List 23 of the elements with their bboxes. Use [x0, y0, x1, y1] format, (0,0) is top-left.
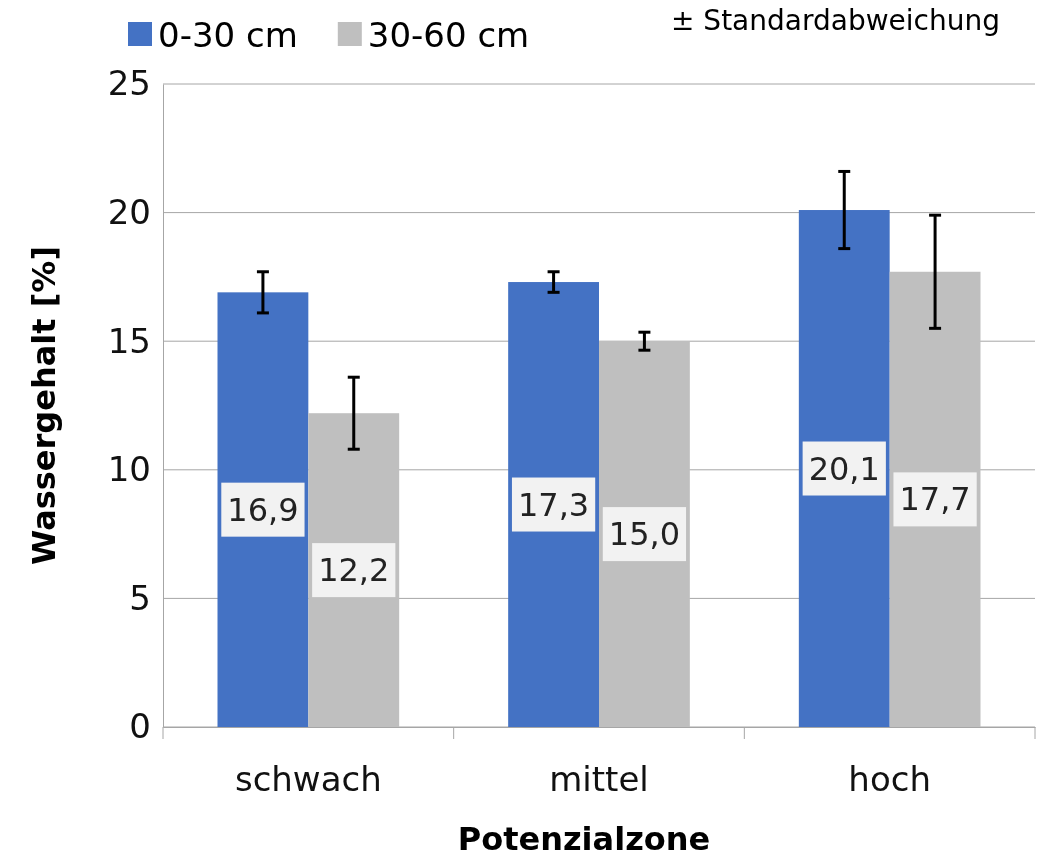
- data-label: 16,9: [227, 490, 299, 529]
- data-label: 15,0: [608, 515, 681, 554]
- bar: [889, 271, 981, 727]
- data-label: 12,2: [318, 551, 390, 590]
- bar: [798, 210, 890, 727]
- data-label: 17,3: [517, 485, 590, 524]
- y-tick-label: 10: [107, 449, 151, 490]
- y-tick-label: 25: [107, 63, 151, 104]
- data-label: 20,1: [808, 449, 880, 488]
- legend-label: 30-60 cm: [367, 15, 530, 55]
- text: ± Standardabweichung: [671, 3, 1000, 37]
- data-label: 17,7: [899, 480, 971, 519]
- y-tick-label: 15: [107, 320, 151, 361]
- x-axis-title: Potenzialzone: [457, 820, 711, 858]
- bar: [508, 282, 599, 727]
- x-tick-label: schwach: [234, 759, 382, 800]
- y-tick-label: 5: [129, 577, 151, 618]
- y-tick-label: 0: [129, 706, 151, 747]
- legend-label: 0-30 cm: [158, 15, 298, 55]
- y-axis-title: Wassergehalt [%]: [25, 245, 63, 566]
- y-tick-label: 20: [107, 191, 151, 232]
- x-tick-label: hoch: [848, 759, 931, 800]
- x-tick-label: mittel: [549, 759, 649, 800]
